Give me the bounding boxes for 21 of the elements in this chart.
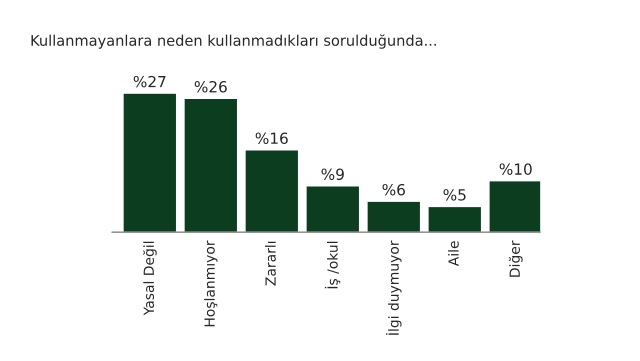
data-label: %26 <box>194 80 227 93</box>
x-tick-label: İlgi duymuyor <box>386 240 402 335</box>
data-label: %5 <box>443 189 466 201</box>
x-tick-label: Hoşlanmıyor <box>204 240 218 326</box>
x-tick-label: Diğer <box>508 240 523 277</box>
data-label: %16 <box>256 132 288 144</box>
bar <box>427 206 482 232</box>
x-tick-label: Aile <box>448 241 459 266</box>
data-label: %10 <box>500 163 532 175</box>
chart-title: Kullanmayanlara neden kullanmadıkları sorulduğunda... <box>32 34 436 49</box>
x-tick-label: İş /okul <box>324 242 340 288</box>
bar <box>244 149 300 232</box>
x-tick-label: Zararlı <box>265 242 276 286</box>
bar <box>366 200 422 232</box>
bar <box>122 93 178 232</box>
x-tick-label: Yasal Değil <box>142 242 157 316</box>
data-label: %27 <box>134 76 166 88</box>
data-label: %6 <box>382 184 405 196</box>
bar <box>183 98 238 232</box>
data-label: %9 <box>322 168 344 180</box>
bar <box>305 185 360 232</box>
